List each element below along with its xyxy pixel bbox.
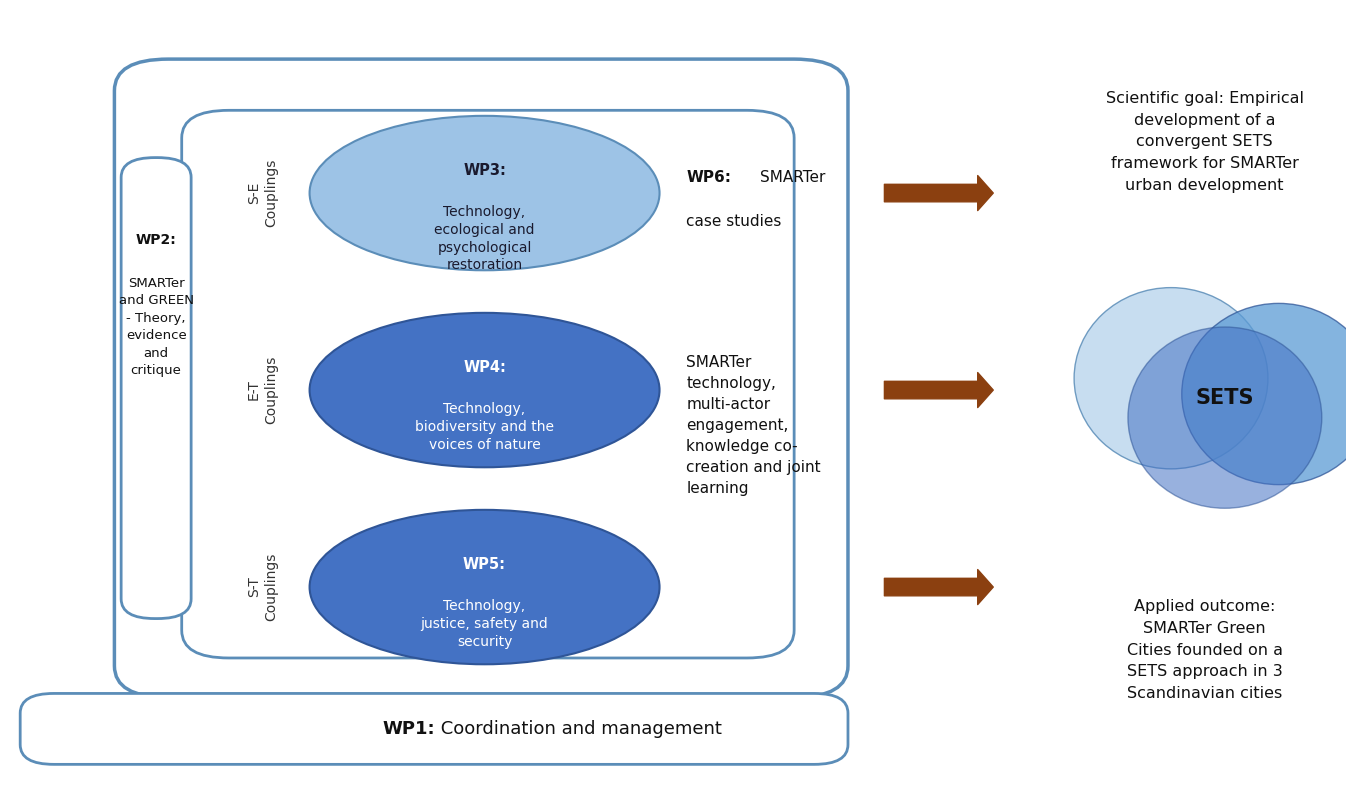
Ellipse shape	[1182, 303, 1346, 485]
Text: SMARTer
technology,
multi-actor
engagement,
knowledge co-
creation and joint
lea: SMARTer technology, multi-actor engageme…	[686, 355, 821, 496]
FancyBboxPatch shape	[121, 158, 191, 619]
Text: Technology,
justice, safety and
security: Technology, justice, safety and security	[421, 599, 548, 649]
Ellipse shape	[1074, 288, 1268, 469]
Text: Applied outcome:
SMARTer Green
Cities founded on a
SETS approach in 3
Scandinavi: Applied outcome: SMARTer Green Cities fo…	[1127, 600, 1283, 701]
Text: S-T
Couplings: S-T Couplings	[246, 553, 279, 621]
FancyBboxPatch shape	[20, 693, 848, 764]
Text: S-E
Couplings: S-E Couplings	[246, 159, 279, 227]
Text: WP6:: WP6:	[686, 170, 731, 185]
Text: Coordination and management: Coordination and management	[435, 720, 721, 738]
Text: SETS: SETS	[1195, 388, 1254, 408]
Ellipse shape	[1128, 327, 1322, 508]
Ellipse shape	[310, 510, 660, 664]
Text: Scientific goal: Empirical
development of a
convergent SETS
framework for SMARTe: Scientific goal: Empirical development o…	[1105, 91, 1304, 192]
Text: E-T
Couplings: E-T Couplings	[246, 356, 279, 424]
FancyBboxPatch shape	[182, 110, 794, 658]
Text: SMARTer
and GREEN
- Theory,
evidence
and
critique: SMARTer and GREEN - Theory, evidence and…	[118, 277, 194, 377]
Text: case studies: case studies	[686, 214, 782, 229]
Text: WP4:: WP4:	[463, 360, 506, 376]
Text: WP2:: WP2:	[136, 233, 176, 247]
FancyBboxPatch shape	[114, 59, 848, 697]
Text: Technology,
biodiversity and the
voices of nature: Technology, biodiversity and the voices …	[415, 402, 555, 452]
Ellipse shape	[310, 313, 660, 467]
Text: Technology,
ecological and
psychological
restoration: Technology, ecological and psychological…	[435, 205, 534, 273]
Text: WP1:: WP1:	[382, 720, 435, 738]
Text: WP3:: WP3:	[463, 163, 506, 179]
Text: WP5:: WP5:	[463, 557, 506, 573]
Ellipse shape	[310, 116, 660, 270]
Text: SMARTer: SMARTer	[760, 170, 826, 185]
